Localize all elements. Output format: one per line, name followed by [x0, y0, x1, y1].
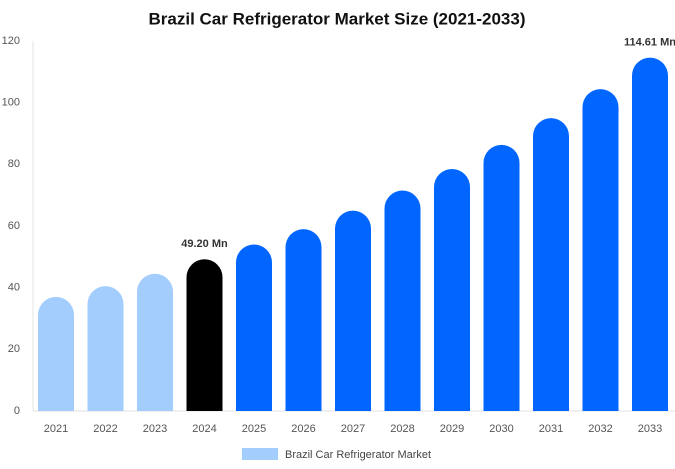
- bar: [285, 229, 322, 411]
- y-tick-label: 120: [2, 35, 20, 47]
- y-tick-label: 40: [8, 282, 20, 294]
- value-label: 114.61 Mn: [624, 37, 675, 49]
- legend-swatch: [242, 448, 278, 460]
- bar: [434, 168, 470, 411]
- x-tick-label: 2028: [390, 423, 414, 435]
- x-tick-label: 2027: [341, 423, 365, 435]
- bar: [384, 190, 421, 411]
- legend-label: Brazil Car Refrigerator Market: [285, 449, 431, 461]
- chart-title: Brazil Car Refrigerator Market Size (202…: [149, 9, 526, 28]
- x-tick-label: 2022: [93, 423, 117, 435]
- y-tick-label: 20: [8, 343, 20, 355]
- bar: [632, 57, 668, 411]
- x-tick-label: 2026: [291, 423, 315, 435]
- bar: [236, 244, 272, 411]
- y-tick-label: 100: [2, 97, 20, 109]
- bar: [533, 118, 569, 412]
- bar: [582, 89, 619, 411]
- x-tick-label: 2031: [539, 423, 563, 435]
- bar: [186, 259, 223, 411]
- value-label: 49.20 Mn: [181, 238, 228, 250]
- bar: [87, 286, 124, 411]
- x-tick-label: 2033: [638, 423, 662, 435]
- bar: [335, 210, 371, 411]
- x-tick-label: 2029: [440, 423, 464, 435]
- y-tick-label: 0: [14, 405, 20, 417]
- y-tick-label: 80: [8, 158, 20, 170]
- x-tick-label: 2030: [489, 423, 513, 435]
- x-tick-label: 2024: [192, 423, 216, 435]
- bar: [38, 296, 74, 411]
- x-tick-label: 2023: [143, 423, 167, 435]
- x-tick-label: 2021: [44, 423, 68, 435]
- x-tick-label: 2025: [242, 423, 266, 435]
- x-tick-label: 2032: [588, 423, 612, 435]
- y-tick-label: 60: [8, 220, 20, 232]
- bar: [137, 273, 173, 411]
- bar: [483, 144, 520, 412]
